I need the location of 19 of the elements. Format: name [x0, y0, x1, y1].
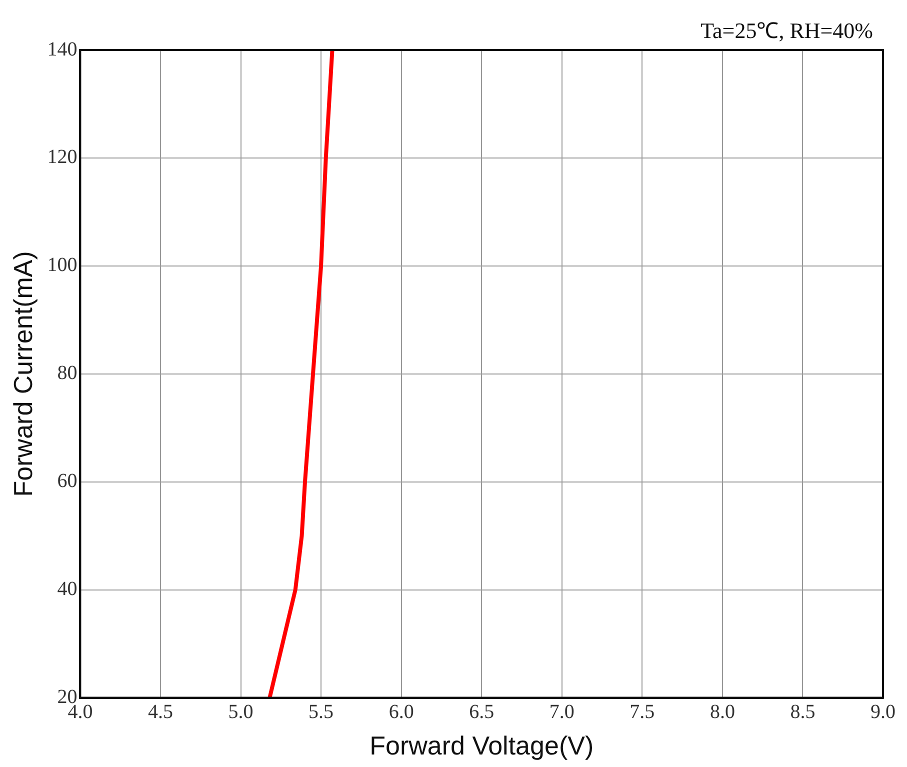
x-tick-label: 7.5	[630, 701, 655, 724]
y-axis-title: Forward Current(mA)	[8, 251, 38, 497]
text: Ta=25℃, RH=40%	[700, 17, 873, 44]
x-tick-label: 6.5	[469, 701, 494, 724]
y-tick-label: 60	[57, 470, 78, 492]
x-tick-label: 7.0	[549, 701, 574, 724]
y-tick-label: 120	[47, 146, 78, 168]
y-tick-label: 140	[47, 38, 78, 60]
y-tick-label: 80	[57, 362, 78, 384]
x-tick-label: 8.5	[790, 701, 816, 724]
x-tick-label: 8.0	[710, 701, 735, 724]
x-tick-label: 6.0	[388, 701, 414, 724]
x-tick-label: 5.0	[228, 701, 254, 724]
x-tick-label: 5.5	[308, 701, 334, 724]
y-tick-label: 40	[57, 578, 78, 600]
x-tick-label: 9.0	[870, 701, 896, 724]
x-axis-title: Forward Voltage(V)	[370, 730, 594, 761]
x-tick-label: 4.5	[148, 701, 173, 724]
y-tick-label: 100	[47, 254, 78, 276]
